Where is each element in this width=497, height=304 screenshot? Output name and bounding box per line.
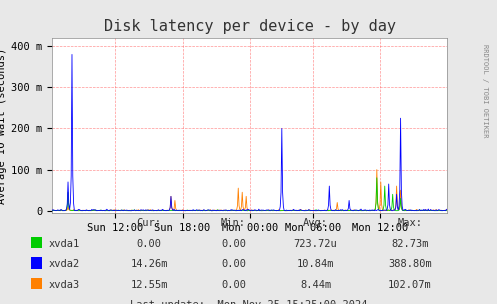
Text: Max:: Max: — [398, 219, 422, 229]
Title: Disk latency per device - by day: Disk latency per device - by day — [104, 19, 396, 34]
Text: Min:: Min: — [221, 219, 246, 229]
Text: 8.44m: 8.44m — [300, 280, 331, 290]
Text: 12.55m: 12.55m — [130, 280, 168, 290]
Text: Last update:  Mon Nov 25 15:25:00 2024: Last update: Mon Nov 25 15:25:00 2024 — [130, 300, 367, 304]
Y-axis label: Average IO Wait (seconds): Average IO Wait (seconds) — [0, 47, 7, 203]
Text: 82.73m: 82.73m — [391, 239, 429, 249]
Text: Cur:: Cur: — [137, 219, 162, 229]
Text: 102.07m: 102.07m — [388, 280, 432, 290]
Text: xvda3: xvda3 — [48, 280, 80, 290]
Text: 388.80m: 388.80m — [388, 259, 432, 269]
Text: 14.26m: 14.26m — [130, 259, 168, 269]
Text: RRDTOOL / TOBI OETIKER: RRDTOOL / TOBI OETIKER — [482, 44, 488, 138]
Text: xvda1: xvda1 — [48, 239, 80, 249]
Text: 723.72u: 723.72u — [294, 239, 337, 249]
Text: 0.00: 0.00 — [221, 280, 246, 290]
Text: 10.84m: 10.84m — [297, 259, 334, 269]
Text: 0.00: 0.00 — [221, 259, 246, 269]
Text: xvda2: xvda2 — [48, 259, 80, 269]
Text: Avg:: Avg: — [303, 219, 328, 229]
Text: 0.00: 0.00 — [221, 239, 246, 249]
Text: 0.00: 0.00 — [137, 239, 162, 249]
